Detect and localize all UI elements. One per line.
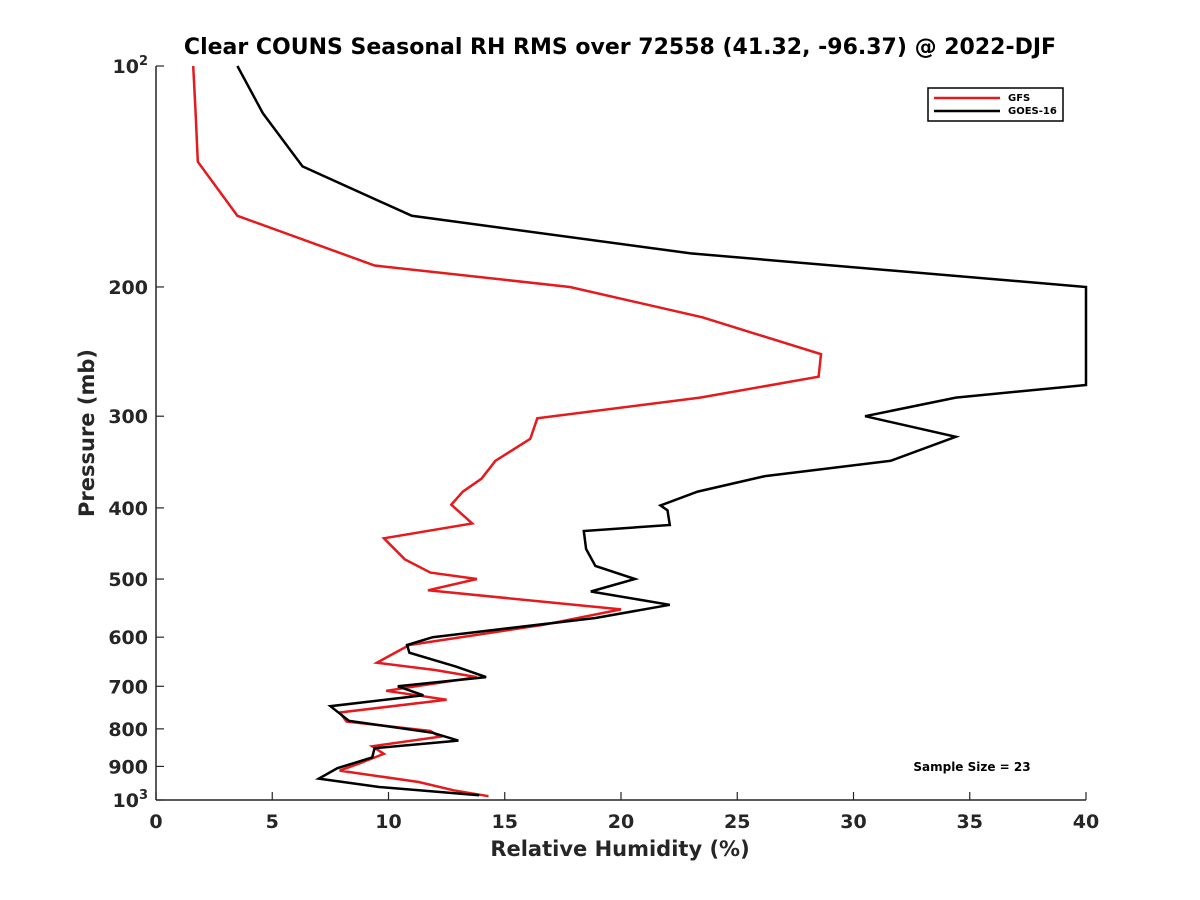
- y-tick-label: 800: [108, 719, 148, 741]
- x-tick-label: 5: [266, 811, 279, 833]
- x-tick-label: 20: [608, 811, 634, 833]
- y-tick-label: 200: [108, 277, 148, 299]
- x-tick-label: 25: [724, 811, 750, 833]
- y-tick-label: 500: [108, 569, 148, 591]
- y-tick-label: 700: [108, 676, 148, 698]
- x-tick-label: 0: [149, 811, 162, 833]
- plot-area: [156, 66, 1086, 800]
- sample-size-annotation: Sample Size = 23: [913, 760, 1030, 774]
- y-axis-label: Pressure (mb): [75, 349, 99, 517]
- legend-label-goes16: GOES-16: [1008, 106, 1057, 117]
- x-tick-label: 30: [840, 811, 866, 833]
- legend-label-gfs: GFS: [1008, 93, 1030, 104]
- x-axis-label: Relative Humidity (%): [490, 837, 749, 861]
- y-tick-label: 400: [108, 498, 148, 520]
- x-tick-label: 15: [492, 811, 518, 833]
- legend: GFS GOES-16: [927, 87, 1064, 122]
- y-tick-label: 300: [108, 406, 148, 428]
- y-tick-label: 102: [113, 54, 149, 78]
- series-line-goes16: [236, 65, 1088, 797]
- y-tick-label: 900: [108, 756, 148, 778]
- series-lines: [191, 65, 1088, 798]
- x-tick-label: 10: [375, 811, 401, 833]
- y-tick-label: 103: [113, 788, 149, 812]
- chart-title: Clear COUNS Seasonal RH RMS over 72558 (…: [184, 35, 1056, 60]
- x-tick-label: 35: [957, 811, 983, 833]
- series-line-gfs: [191, 65, 823, 798]
- y-tick-label: 600: [108, 627, 148, 649]
- ticks: 0 5 10 15 20 25 30 35 40 102 200 300 400 500 600 700 800…: [108, 54, 1099, 833]
- x-tick-label: 40: [1073, 811, 1099, 833]
- legend-box: [927, 87, 1064, 122]
